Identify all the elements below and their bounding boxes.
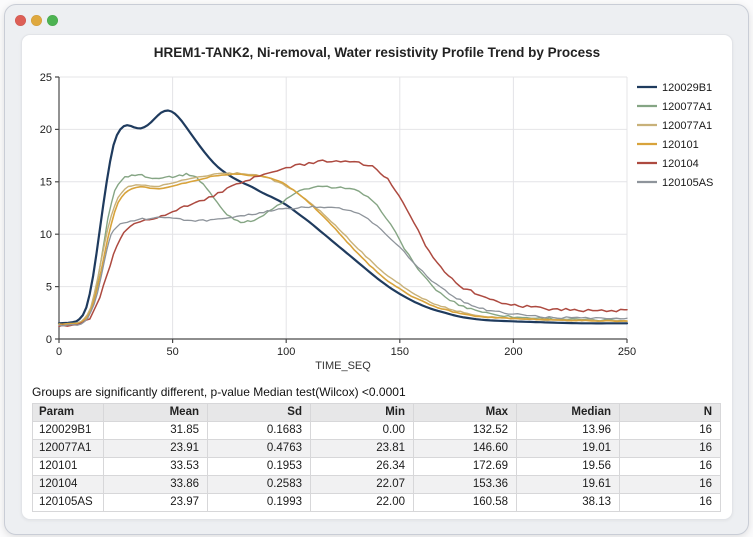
table-cell: 26.34	[310, 457, 414, 476]
table-cell: 16	[619, 475, 721, 494]
y-tick-label: 25	[40, 72, 52, 84]
table-cell: 16	[619, 439, 721, 458]
legend-label: 120029B1	[662, 82, 712, 94]
column-header: N	[619, 403, 721, 422]
table-cell: 19.01	[516, 439, 620, 458]
x-tick-label: 50	[166, 346, 178, 358]
table-cell: 33.53	[103, 457, 208, 476]
legend-item[interactable]: 120077A1	[637, 120, 712, 132]
x-tick-label: 100	[277, 346, 295, 358]
minimize-button[interactable]	[31, 15, 42, 26]
legend-label: 120101	[662, 139, 699, 151]
series-line-120101	[58, 173, 628, 326]
stats-table: Param Mean Sd Min Max Median N 120029B1 31.85 0.1…	[32, 403, 721, 512]
table-cell: 23.91	[103, 439, 208, 458]
table-row: 120104 33.86 0.2583 22.07 153.36 19.61 16	[32, 475, 721, 494]
legend-label: 120105AS	[662, 177, 713, 189]
maximize-button[interactable]	[47, 15, 58, 26]
table-cell: 22.00	[310, 493, 414, 512]
x-tick-label: 0	[56, 346, 62, 358]
table-cell: 31.85	[103, 421, 208, 440]
table-cell: 146.60	[413, 439, 517, 458]
legend-item[interactable]: 120104	[637, 158, 699, 170]
table-cell: 23.97	[103, 493, 208, 512]
table-cell: 33.86	[103, 475, 208, 494]
table-cell: 16	[619, 493, 721, 512]
table-cell: 19.61	[516, 475, 620, 494]
column-header: Mean	[103, 403, 208, 422]
table-cell: 23.81	[310, 439, 414, 458]
column-header: Max	[413, 403, 517, 422]
app-window: HREM1-TANK2, Ni-removal, Water resistivi…	[4, 4, 749, 535]
window-controls	[15, 15, 58, 26]
legend-item[interactable]: 120029B1	[637, 82, 712, 94]
legend-label: 120104	[662, 158, 699, 170]
x-tick-label: 200	[504, 346, 522, 358]
table-cell: 0.4763	[207, 439, 311, 458]
table-cell: 16	[619, 457, 721, 476]
legend-item[interactable]: 120101	[637, 139, 699, 151]
column-header: Param	[32, 403, 104, 422]
table-cell: 132.52	[413, 421, 517, 440]
x-tick-label: 250	[618, 346, 636, 358]
table-cell: 153.36	[413, 475, 517, 494]
table-cell: 172.69	[413, 457, 517, 476]
table-cell: 120029B1	[32, 421, 104, 440]
y-tick-label: 20	[40, 124, 52, 136]
stats-note: Groups are significantly different, p-va…	[32, 385, 406, 399]
table-header-row: Param Mean Sd Min Max Median N	[32, 403, 721, 422]
table-row: 120101 33.53 0.1953 26.34 172.69 19.56 16	[32, 457, 721, 476]
y-tick-label: 10	[40, 229, 52, 241]
report-card: HREM1-TANK2, Ni-removal, Water resistivi…	[21, 34, 733, 520]
column-header: Sd	[207, 403, 311, 422]
legend-label: 120077A1	[662, 120, 712, 132]
table-cell: 0.1993	[207, 493, 311, 512]
legend-item[interactable]: 120077A1	[637, 101, 712, 113]
table-cell: 19.56	[516, 457, 620, 476]
table-cell: 0.00	[310, 421, 414, 440]
table-cell: 120105AS	[32, 493, 104, 512]
chart-title: HREM1-TANK2, Ni-removal, Water resistivi…	[153, 45, 601, 60]
y-tick-label: 0	[46, 334, 52, 346]
table-cell: 0.1683	[207, 421, 311, 440]
series-line-120029B1	[57, 109, 629, 325]
table-cell: 0.2583	[207, 475, 311, 494]
table-cell: 16	[619, 421, 721, 440]
series-line-120077A1	[58, 172, 628, 326]
table-cell: 22.07	[310, 475, 414, 494]
table-cell: 120101	[32, 457, 104, 476]
x-tick-label: 150	[391, 346, 409, 358]
table-cell: 13.96	[516, 421, 620, 440]
table-cell: 38.13	[516, 493, 620, 512]
table-row: 120105AS 23.97 0.1993 22.00 160.58 38.13 16	[32, 493, 721, 512]
series-line-120105AS	[58, 205, 628, 327]
y-tick-label: 5	[46, 281, 52, 293]
table-cell: 0.1953	[207, 457, 311, 476]
table-row: 120029B1 31.85 0.1683 0.00 132.52 13.96 16	[32, 421, 721, 440]
legend-label: 120077A1	[662, 101, 712, 113]
window-titlebar	[5, 5, 748, 34]
column-header: Min	[310, 403, 414, 422]
table-cell: 120077A1	[32, 439, 104, 458]
x-axis-title: TIME_SEQ	[315, 360, 371, 372]
table-cell: 120104	[32, 475, 104, 494]
table-cell: 160.58	[413, 493, 517, 512]
close-button[interactable]	[15, 15, 26, 26]
y-tick-label: 15	[40, 177, 52, 189]
column-header: Median	[516, 403, 620, 422]
legend-item[interactable]: 120105AS	[637, 177, 713, 189]
table-row: 120077A1 23.91 0.4763 23.81 146.60 19.01 16	[32, 439, 721, 458]
